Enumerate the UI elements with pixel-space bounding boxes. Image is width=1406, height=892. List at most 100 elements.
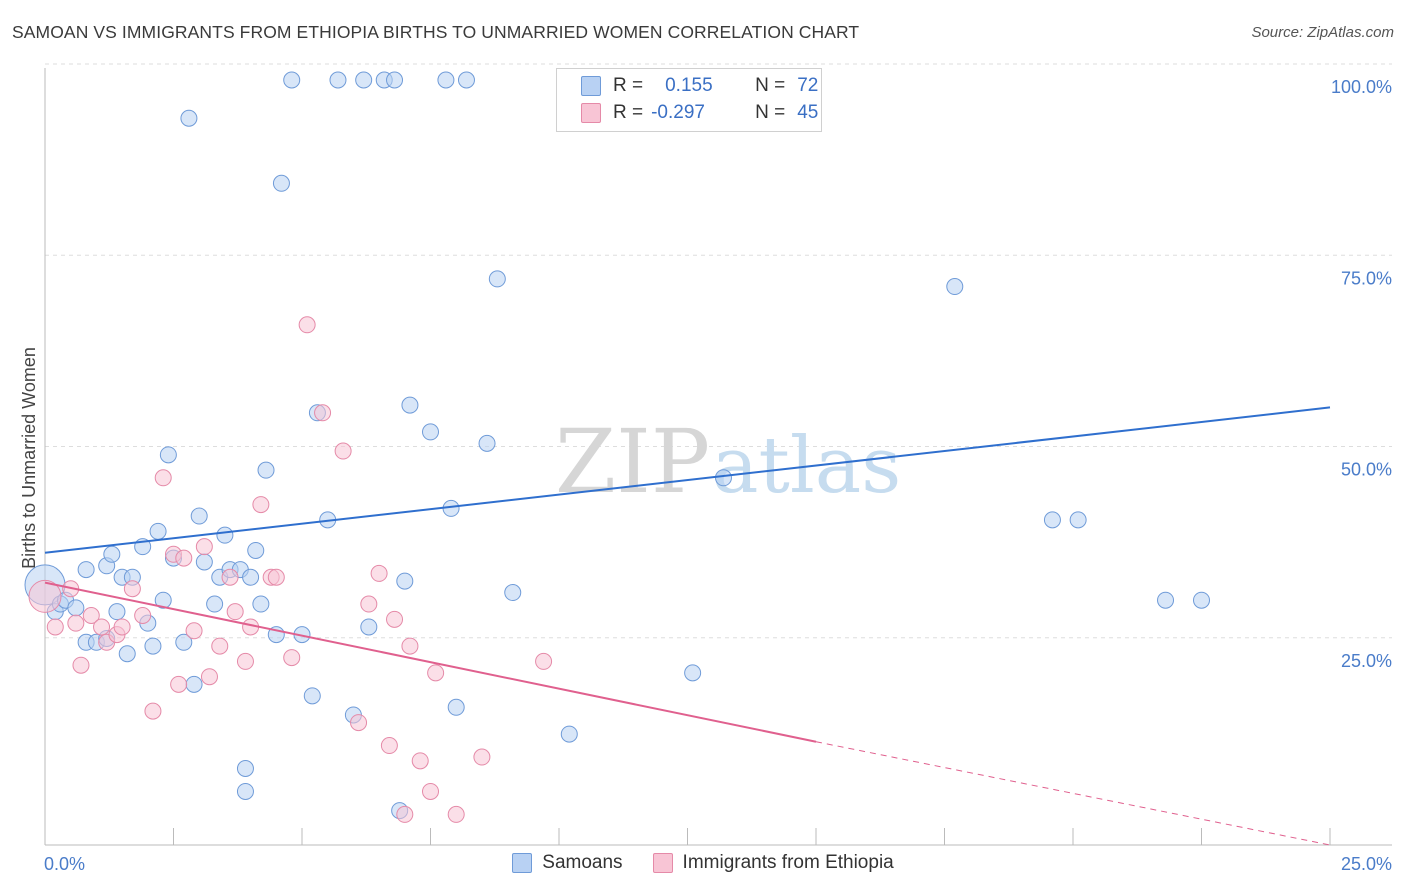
samoan-point [560,725,578,743]
y-tick-label: 50.0% [1341,460,1392,480]
samoan-point [1069,511,1087,529]
ethiopia-point [411,752,429,770]
samoan-point [396,572,414,590]
correlation-legend: R = 0.155 N = 72 R = -0.297 N = 45 [556,68,822,132]
trend-line-solid [44,406,1331,554]
samoan-point [714,469,732,487]
x-tick-label: 0.0% [44,854,85,874]
ethiopia-point [28,579,62,613]
samoans-swatch [512,853,533,873]
ethiopia-point [46,618,64,636]
ethiopia-point [334,442,352,460]
samoan-point [488,270,506,288]
samoan-point [242,568,260,586]
samoan-point [144,637,162,655]
samoan-point [437,71,455,89]
ethiopia-point [123,580,141,598]
samoan-point [103,545,121,563]
n-value: 72 [797,75,819,96]
watermark-zip: ZIP [555,410,710,513]
samoan-point [401,396,419,414]
ethiopia-point [226,603,244,621]
samoan-point [118,645,136,663]
ethiopia-point [401,637,419,655]
y-tick-label: 75.0% [1341,268,1392,288]
samoan-point [504,584,522,602]
ethiopia-point [144,702,162,720]
samoan-point [236,782,254,800]
ethiopia-point [72,656,90,674]
samoan-point [257,461,275,479]
legend-item-ethiopia[interactable]: Immigrants from Ethiopia [652,852,894,874]
ethiopia-point [314,404,332,422]
ethiopia-point [170,675,188,693]
samoan-point [303,687,321,705]
ethiopia-point [283,649,301,667]
samoan-point [478,434,496,452]
ethiopia-point [175,549,193,567]
samoan-point [1043,511,1061,529]
ethiopia-point [236,652,254,670]
data-points [24,71,1210,823]
samoan-point [355,71,373,89]
x-tick-label: 25.0% [1341,854,1392,874]
ethiopia-point [221,568,239,586]
samoans-swatch [581,76,601,96]
ethiopia-point [298,316,316,334]
samoan-point [108,603,126,621]
ethiopia-swatch [581,103,601,123]
samoan-point [206,595,224,613]
tick-labels: 25.0% 50.0% 75.0% 100.0% 0.0% 25.0% [44,77,1392,874]
chart-title: SAMOAN VS IMMIGRANTS FROM ETHIOPIA BIRTH… [12,22,860,42]
trend-line-solid [44,581,817,743]
samoan-point [946,278,964,296]
legend-item-samoans[interactable]: Samoans [512,852,623,874]
ethiopia-point [427,664,445,682]
samoan-point [180,109,198,127]
samoan-point [190,507,208,525]
ethiopia-point [360,595,378,613]
ethiopia-point [447,805,465,823]
samoan-point [386,71,404,89]
samoan-point [457,71,475,89]
samoan-point [159,446,177,464]
samoan-point [149,522,167,540]
samoan-point [422,423,439,441]
trend-lines [44,406,1331,846]
n-value: 45 [797,102,819,123]
r-label: R = [613,75,644,96]
axes [44,68,1392,846]
samoan-point [154,591,172,609]
samoan-point [247,541,265,559]
samoan-point [283,71,301,89]
ethiopia-point [422,782,439,800]
samoan-point [195,553,213,571]
ethiopia-point [67,614,85,632]
ethiopia-point [252,496,270,514]
n-label: N = [755,102,786,123]
source-credit: Source: ZipAtlas.com [1251,24,1394,41]
gridlines [45,63,1392,639]
samoan-point [1157,591,1175,609]
r-label: R = [613,102,644,123]
ethiopia-point [134,607,152,624]
r-value: 0.155 [665,75,713,96]
legend-label: Samoans [542,852,623,873]
ethiopia-point [195,538,213,556]
samoan-point [360,618,378,636]
ethiopia-point [93,618,111,636]
ethiopia-point [154,469,172,487]
samoan-point [175,633,193,651]
ethiopia-point [113,618,131,636]
r-value: -0.297 [651,102,705,123]
ethiopia-point [473,748,491,766]
y-tick-label: 25.0% [1341,651,1392,671]
ethiopia-point [82,607,100,624]
samoan-point [1193,591,1210,609]
samoan-point [67,599,85,617]
ethiopia-swatch [652,853,673,873]
ethiopia-point [350,714,368,732]
y-axis-label: Births to Unmarried Women [19,347,39,569]
n-label: N = [755,75,786,96]
ethiopia-point [380,737,398,755]
